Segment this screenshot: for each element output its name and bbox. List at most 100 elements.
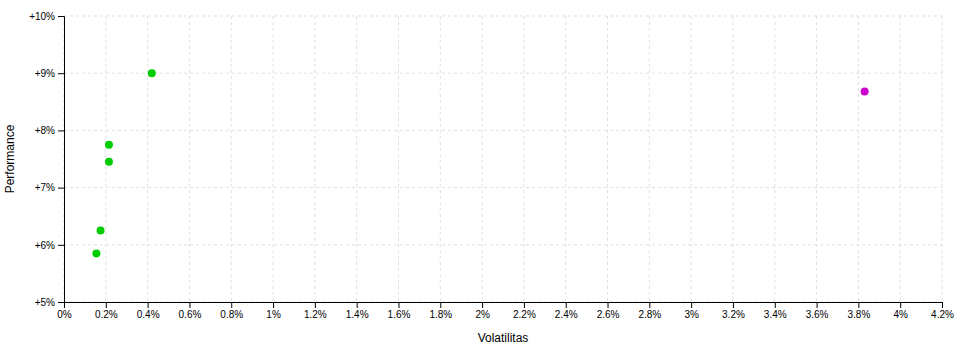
tick-mark	[775, 302, 776, 308]
tick-mark	[608, 302, 609, 308]
grid-line	[64, 130, 942, 131]
grid-line	[440, 16, 441, 302]
tick-mark	[440, 302, 441, 308]
tick-mark	[58, 73, 64, 74]
chart: 0% 0.2% 0.4% 0.6% 0.8% 1% 1.2% 1.4% 1.6% 1.8% 2% 2.…	[0, 0, 966, 350]
tick: 0.6%	[179, 302, 202, 320]
tick: 4.2%	[931, 302, 954, 320]
grid-line	[398, 16, 399, 302]
grid-line	[64, 244, 942, 245]
tick-mark	[315, 302, 316, 308]
grid-line	[231, 16, 232, 302]
tick-label: 0.8%	[220, 309, 243, 320]
tick-mark	[942, 302, 943, 308]
grid-line	[356, 16, 357, 302]
tick-label: 0.2%	[95, 309, 118, 320]
tick-label: 1.8%	[429, 309, 452, 320]
grid-line	[482, 16, 483, 302]
grid-line	[189, 16, 190, 302]
tick: 3.2%	[722, 302, 745, 320]
tick: 1.8%	[429, 302, 452, 320]
tick-mark	[189, 302, 190, 308]
plot: 0% 0.2% 0.4% 0.6% 0.8% 1% 1.2% 1.4% 1.6% 1.8% 2% 2.…	[29, 11, 954, 320]
grid-line	[732, 16, 733, 302]
tick-label: 2.8%	[638, 309, 661, 320]
tick-label: 3.4%	[764, 309, 787, 320]
tick: 0%	[57, 302, 72, 320]
tick-label: 0%	[57, 309, 72, 320]
tick-label: 3.6%	[806, 309, 829, 320]
tick-label: 4%	[893, 309, 908, 320]
tick-mark	[817, 302, 818, 308]
grid-line	[900, 16, 901, 302]
point	[861, 88, 869, 96]
x-axis: 0% 0.2% 0.4% 0.6% 0.8% 1% 1.2% 1.4% 1.6% 1.8% 2% 2.…	[57, 302, 954, 320]
tick: +8%	[35, 125, 64, 136]
tick-label: 0.4%	[137, 309, 160, 320]
tick-mark	[649, 302, 650, 308]
tick-label: +5%	[35, 297, 55, 308]
tick: 2.8%	[638, 302, 661, 320]
tick: +7%	[35, 182, 64, 193]
tick-label: 1.4%	[346, 309, 369, 320]
tick-mark	[58, 130, 64, 131]
tick: 0.8%	[220, 302, 243, 320]
tick-label: 2.6%	[597, 309, 620, 320]
tick-mark	[858, 302, 859, 308]
grid-line	[816, 16, 817, 302]
tick-label: +10%	[29, 11, 55, 22]
tick: 3.8%	[847, 302, 870, 320]
point	[92, 249, 100, 257]
tick: 1.2%	[304, 302, 327, 320]
series	[861, 88, 869, 96]
grid-line	[774, 16, 775, 302]
tick-mark	[691, 302, 692, 308]
tick-mark	[106, 302, 107, 308]
grid-line	[64, 16, 942, 17]
marks	[92, 69, 868, 257]
tick: 1.6%	[388, 302, 411, 320]
tick-label: 2.4%	[555, 309, 578, 320]
tick-mark	[58, 188, 64, 189]
grid-line	[565, 16, 566, 302]
grid-line	[273, 16, 274, 302]
tick: 0.4%	[137, 302, 160, 320]
grid-line	[64, 187, 942, 188]
tick: 4%	[893, 302, 908, 320]
tick-label: 0.6%	[179, 309, 202, 320]
tick: 3.4%	[764, 302, 787, 320]
tick: 2.2%	[513, 302, 536, 320]
tick-label: +8%	[35, 125, 55, 136]
grid-line	[64, 73, 942, 74]
tick-label: 3.2%	[722, 309, 745, 320]
point	[148, 69, 156, 77]
tick-mark	[482, 302, 483, 308]
series	[92, 69, 155, 257]
tick-label: 2%	[475, 309, 490, 320]
tick-label: 4.2%	[931, 309, 954, 320]
tick: 2%	[475, 302, 490, 320]
tick: 2.6%	[597, 302, 620, 320]
point	[97, 227, 105, 235]
grid-line	[691, 16, 692, 302]
tick-label: +9%	[35, 68, 55, 79]
tick: 2.4%	[555, 302, 578, 320]
axis-line	[65, 303, 943, 309]
tick-mark	[273, 302, 274, 308]
tick-label: 1.6%	[388, 309, 411, 320]
tick-mark	[357, 302, 358, 308]
tick: 3%	[684, 302, 699, 320]
point	[105, 141, 113, 149]
tick-mark	[398, 302, 399, 308]
tick-label: 1%	[266, 309, 281, 320]
tick-label: 3.8%	[847, 309, 870, 320]
grid-line	[858, 16, 859, 302]
tick-mark	[524, 302, 525, 308]
axis-line	[58, 17, 65, 303]
tick-mark	[900, 302, 901, 308]
tick-mark	[733, 302, 734, 308]
tick: 0.2%	[95, 302, 118, 320]
grid	[64, 16, 942, 302]
grid-line	[607, 16, 608, 302]
grid-line	[523, 16, 524, 302]
